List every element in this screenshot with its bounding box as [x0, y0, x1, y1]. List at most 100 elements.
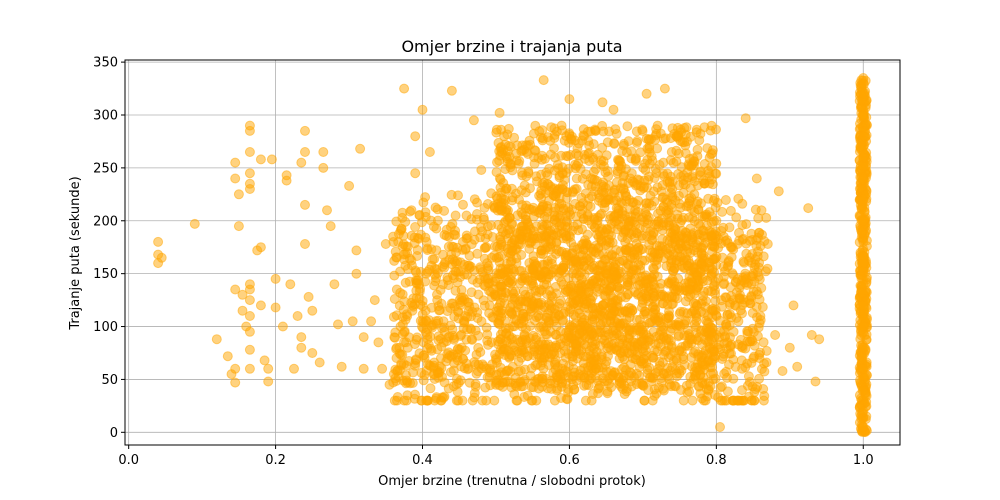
scatter-point: [641, 133, 652, 144]
scatter-point: [561, 131, 572, 142]
scatter-point: [630, 354, 641, 364]
scatter-point: [665, 133, 676, 144]
scatter-point: [410, 131, 421, 142]
scatter-point: [569, 384, 580, 395]
scatter-point: [659, 83, 670, 94]
scatter-point: [616, 267, 626, 277]
scatter-point: [410, 168, 421, 179]
scatter-point: [689, 189, 700, 200]
scatter-point: [557, 184, 568, 195]
scatter-point: [648, 263, 659, 274]
scatter-point: [678, 351, 689, 362]
scatter-point: [549, 183, 560, 194]
scatter-point: [737, 342, 748, 353]
scatter-point: [751, 173, 762, 184]
scatter-point: [687, 273, 698, 284]
scatter-point: [244, 168, 255, 179]
scatter-point: [300, 199, 310, 210]
scatter-point: [694, 135, 705, 146]
scatter-point: [553, 309, 564, 320]
scatter-point: [792, 361, 803, 372]
scatter-point: [724, 348, 735, 359]
scatter-point: [609, 138, 620, 149]
scatter-point: [698, 395, 709, 406]
scatter-point: [516, 185, 527, 196]
scatter-point: [263, 363, 274, 374]
scatter-point: [546, 122, 557, 133]
scatter-point: [704, 168, 714, 179]
scatter-point: [512, 395, 523, 406]
scatter-point: [543, 226, 554, 237]
scatter-point: [289, 363, 299, 374]
scatter-point: [439, 326, 450, 337]
scatter-point: [491, 124, 502, 135]
scatter-point: [391, 310, 402, 321]
scatter-point: [623, 221, 634, 232]
scatter-point: [858, 88, 869, 99]
scatter-point: [435, 285, 446, 295]
scatter-point: [692, 144, 703, 155]
scatter-point: [722, 261, 733, 272]
scatter-point: [578, 213, 589, 224]
scatter-point: [554, 172, 565, 183]
scatter-point: [446, 298, 457, 309]
scatter-point: [858, 152, 869, 163]
scatter-point: [563, 202, 574, 213]
scatter-point: [351, 245, 362, 256]
scatter-point: [551, 237, 562, 248]
scatter-point: [510, 378, 521, 389]
scatter-point: [344, 180, 355, 191]
scatter-point: [858, 422, 869, 432]
scatter-point: [398, 359, 409, 369]
scatter-point: [476, 165, 487, 175]
scatter-point: [585, 252, 596, 263]
scatter-point: [244, 344, 255, 355]
scatter-point: [446, 85, 457, 96]
scatter-point: [562, 394, 573, 405]
x-tick-label: 0.4: [412, 453, 433, 468]
scatter-point: [519, 347, 530, 358]
scatter-point: [687, 213, 698, 223]
scatter-point: [629, 337, 640, 348]
scatter-point: [503, 277, 514, 288]
scatter-point: [498, 292, 509, 303]
scatter-point: [333, 319, 343, 330]
chart-title: Omjer brzine i trajanja puta: [401, 37, 622, 56]
scatter-point: [468, 115, 479, 126]
scatter-point: [417, 217, 427, 228]
scatter-point: [431, 245, 442, 256]
scatter-point: [646, 200, 657, 211]
scatter-point: [351, 268, 362, 279]
scatter-point: [746, 357, 757, 368]
scatter-point: [709, 390, 720, 400]
scatter-point: [457, 395, 468, 406]
scatter-point: [758, 337, 769, 348]
scatter-point: [422, 395, 433, 406]
scatter-point: [244, 295, 255, 306]
scatter-point: [733, 316, 744, 327]
scatter-point: [858, 78, 869, 89]
scatter-point: [744, 295, 755, 306]
scatter-point: [673, 331, 684, 342]
y-axis-ticks: 0 50 100 150 200 250 300 350: [93, 56, 125, 441]
scatter-point: [858, 236, 869, 247]
x-tick-label: 0.0: [118, 453, 139, 468]
scatter-point: [668, 265, 679, 276]
scatter-point: [412, 251, 423, 261]
scatter-point: [608, 104, 619, 115]
scatter-point: [639, 181, 650, 192]
scatter-point: [728, 326, 739, 337]
scatter-point: [446, 189, 457, 200]
x-tick-label: 1.0: [853, 453, 874, 468]
scatter-point: [670, 195, 681, 206]
scatter-point: [347, 316, 358, 327]
scatter-point: [481, 242, 492, 253]
scatter-point: [685, 371, 696, 382]
scatter-point: [318, 147, 329, 157]
scatter-point: [448, 381, 459, 392]
scatter-point: [589, 343, 599, 354]
scatter-point: [415, 283, 426, 294]
scatter-point: [300, 147, 310, 157]
scatter-point: [614, 155, 625, 166]
scatter-point: [449, 229, 460, 240]
